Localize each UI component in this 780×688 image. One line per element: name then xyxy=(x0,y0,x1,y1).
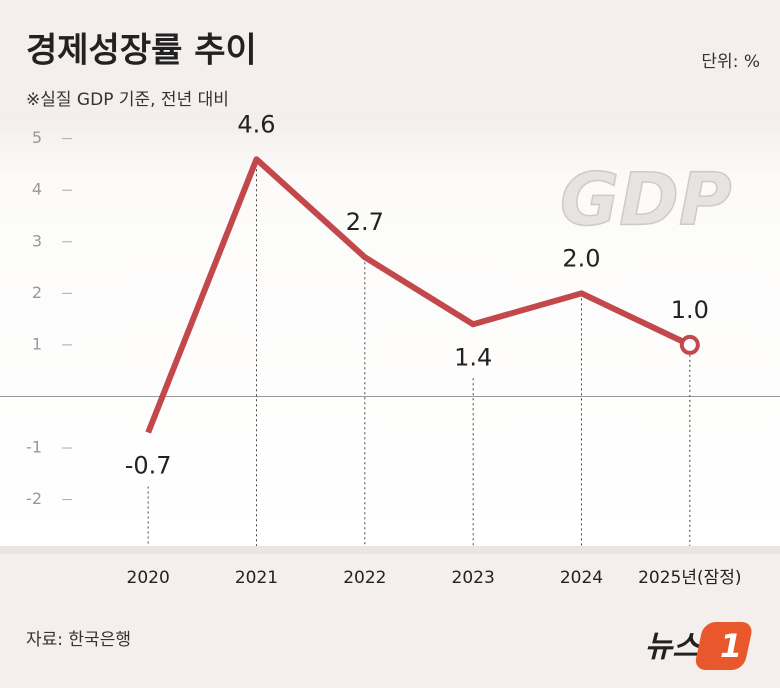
y-tick-label: 3 xyxy=(32,231,42,250)
y-tick-label: 1 xyxy=(32,334,42,353)
source-label: 자료: 한국은행 xyxy=(26,630,131,650)
y-tick-label: -1 xyxy=(26,438,42,457)
value-label: 1.4 xyxy=(454,343,492,371)
end-marker xyxy=(679,334,700,355)
y-tick-label: 4 xyxy=(32,180,42,199)
chart-subtitle: ※실질 GDP 기준, 전년 대비 xyxy=(26,90,229,110)
y-tick-label: 2 xyxy=(32,283,42,302)
value-label: 4.6 xyxy=(237,110,275,138)
plot-area xyxy=(0,118,780,546)
y-tick-label: -2 xyxy=(26,489,42,508)
chart-title: 경제성장률 추이 xyxy=(26,31,257,71)
x-tick-label: 2023 xyxy=(452,568,495,588)
x-tick-label: 2024 xyxy=(560,568,603,588)
value-label: 2.7 xyxy=(346,208,384,236)
value-label: 2.0 xyxy=(562,244,600,272)
y-tick-label: 5 xyxy=(32,128,42,147)
decoration-text: GDP xyxy=(560,158,732,242)
x-tick-label: 2020 xyxy=(127,568,170,588)
x-tick-label: 2025년(잠정) xyxy=(638,568,741,588)
series-line xyxy=(145,156,692,434)
brand-badge xyxy=(695,622,752,670)
unit-label: 단위: % xyxy=(701,52,760,72)
value-label: 1.0 xyxy=(671,296,709,324)
plot-bottom-edge xyxy=(0,546,780,554)
value-label: -0.7 xyxy=(125,452,172,480)
x-tick-label: 2022 xyxy=(343,568,386,588)
brand-logo: 뉴스 xyxy=(645,630,702,665)
brand-mark: 1 xyxy=(720,627,742,665)
x-tick-label: 2021 xyxy=(235,568,278,588)
